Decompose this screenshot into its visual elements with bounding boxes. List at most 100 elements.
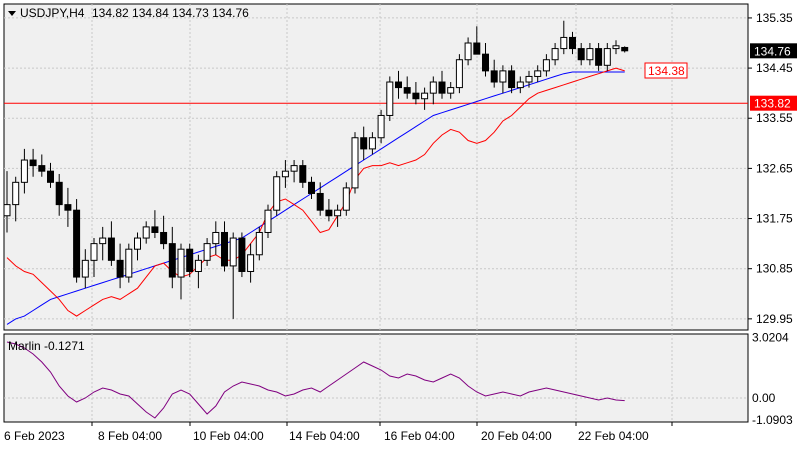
candle	[342, 182, 350, 216]
candle	[368, 132, 376, 155]
candle	[351, 132, 359, 194]
candle-body	[264, 209, 272, 233]
candle-body	[508, 70, 516, 89]
candle	[360, 126, 368, 161]
candle-body	[586, 48, 594, 61]
candle-body	[29, 159, 37, 167]
candle	[273, 171, 281, 216]
candle	[29, 148, 37, 177]
oscillator-tick-label: 3.0204	[752, 331, 789, 345]
candle-body	[482, 53, 489, 72]
candle	[299, 160, 307, 188]
candle-body	[308, 181, 315, 194]
candle	[447, 82, 455, 99]
candle	[569, 31, 576, 55]
candle	[12, 176, 20, 222]
candle-body	[125, 248, 133, 278]
candle-body	[212, 231, 220, 245]
candle	[177, 243, 185, 300]
candle-body	[99, 237, 107, 245]
candle-body	[403, 87, 411, 94]
candle	[3, 171, 11, 233]
candle-body	[490, 70, 498, 83]
candle	[247, 243, 255, 283]
candle-body	[238, 237, 246, 272]
candle	[612, 40, 620, 55]
candle-body	[334, 209, 342, 217]
price-tick-label: 131.75	[756, 212, 793, 226]
candle-body	[421, 92, 429, 100]
candle-body	[255, 231, 263, 256]
candle-body	[55, 181, 63, 206]
ma-fast-line	[6, 67, 625, 317]
candle	[99, 226, 107, 261]
candle-body	[168, 243, 176, 278]
candle-body	[73, 209, 81, 278]
candle-body	[560, 36, 568, 50]
candle	[55, 173, 63, 216]
oscillator-axis[interactable]: 3.0204 0.00 -1.0903	[752, 331, 793, 427]
candle	[255, 226, 263, 261]
candle-body	[316, 192, 324, 211]
price-pane[interactable]: USDJPY,H4 134.82 134.84 134.73 134.76	[3, 3, 749, 331]
oscillator-tick-label: 0.00	[752, 391, 776, 405]
candle	[47, 162, 54, 188]
candle	[125, 243, 133, 283]
indicator-name-label: Marlin -0.1271	[8, 339, 85, 353]
candle	[238, 232, 246, 278]
ma-price-tag: 134.38	[644, 62, 688, 79]
candle	[316, 182, 324, 216]
candle-body	[595, 48, 603, 66]
candle	[508, 65, 516, 94]
candle	[534, 65, 542, 83]
candle	[464, 37, 472, 66]
candle	[308, 176, 315, 200]
candle	[116, 243, 124, 289]
candle-body	[151, 226, 159, 233]
candle	[377, 109, 385, 144]
candle	[473, 26, 481, 55]
candle	[134, 232, 141, 261]
candle	[334, 204, 342, 227]
candle-body	[281, 170, 289, 178]
price-axis[interactable]: 135.35 134.45 133.55 132.65 131.75 130.85 129.…	[748, 11, 793, 326]
candle	[229, 232, 237, 319]
candle-body	[186, 248, 194, 272]
candle	[160, 215, 168, 250]
candle	[38, 154, 46, 177]
candle-body	[455, 59, 463, 89]
candle-body	[473, 42, 481, 55]
candle-body	[516, 81, 524, 89]
ohlc-label: 134.82 134.84 134.73 134.76	[92, 6, 249, 20]
oscillator-pane[interactable]: Marlin -0.1271	[3, 333, 749, 423]
symbol-label: USDJPY,H4	[20, 6, 85, 20]
time-axis[interactable]: 6 Feb 2023 8 Feb 04:00 10 Feb 04:00 14 Feb …	[4, 422, 673, 443]
candle-body	[447, 87, 455, 94]
candle-body	[3, 204, 11, 217]
ma-price-label: 134.38	[648, 64, 685, 78]
candle	[525, 70, 533, 88]
candle-body	[47, 170, 54, 183]
dropdown-triangle-icon[interactable]	[8, 11, 16, 16]
candle	[64, 187, 72, 227]
candle-body	[90, 243, 98, 261]
candle-body	[142, 226, 150, 239]
candle	[395, 70, 402, 99]
candle	[107, 221, 115, 266]
candle-body	[12, 181, 20, 206]
candle	[73, 199, 81, 283]
level-price-tag: 133.82	[750, 95, 797, 111]
candle-body	[247, 254, 255, 272]
candle	[290, 160, 298, 183]
candle-body	[221, 231, 228, 267]
price-tick-label: 130.85	[756, 262, 793, 276]
candle-body	[360, 137, 368, 150]
candle	[168, 226, 176, 289]
candle-body	[577, 48, 585, 61]
candle-body	[499, 70, 507, 83]
candle	[499, 65, 507, 94]
candle-body	[386, 81, 394, 116]
candle-body	[464, 42, 472, 61]
